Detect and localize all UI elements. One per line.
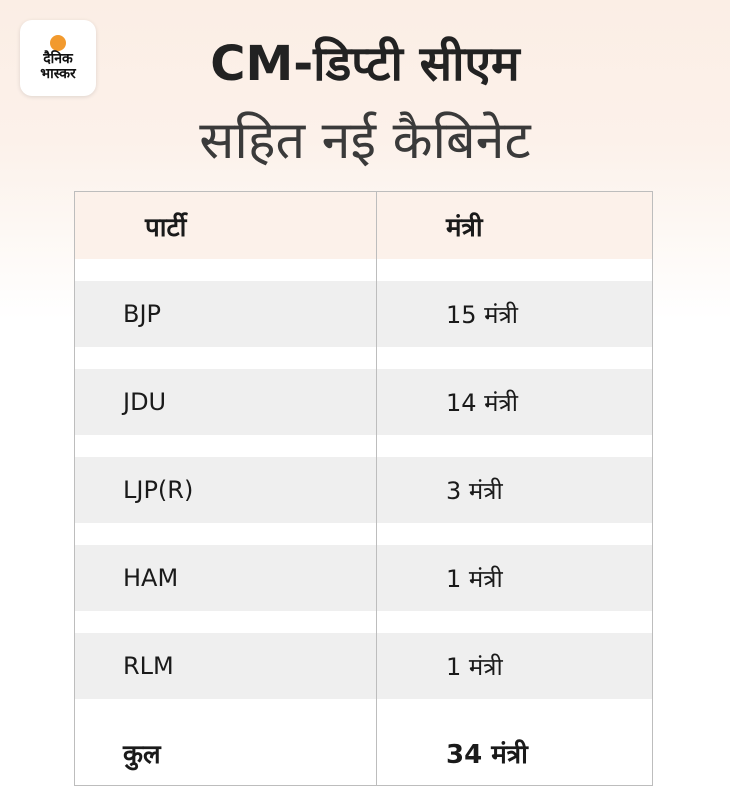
dainik-bhaskar-logo: दैनिक भास्कर	[20, 20, 96, 96]
table-row: HAM 1 मंत्री	[75, 545, 652, 611]
total-label-cell: कुल	[123, 740, 161, 770]
table-row: RLM 1 मंत्री	[75, 633, 652, 699]
sun-dot-icon	[50, 34, 66, 51]
minister-count-cell: 15 मंत्री	[446, 300, 518, 329]
table-row: JDU 14 मंत्री	[75, 369, 652, 435]
total-count-cell: 34 मंत्री	[446, 740, 528, 770]
logo-text-line1: दैनिक	[43, 50, 73, 67]
party-cell: JDU	[123, 388, 167, 416]
column-header-party: पार्टी	[145, 212, 187, 243]
party-cell: BJP	[123, 300, 162, 328]
cabinet-table: पार्टी मंत्री BJP 15 मंत्री JDU 14 मंत्र…	[74, 191, 653, 786]
table-row: LJP(R) 3 मंत्री	[75, 457, 652, 523]
party-cell: LJP(R)	[123, 476, 194, 504]
minister-count-cell: 14 मंत्री	[446, 388, 518, 417]
page-title-line1: CM-डिप्टी सीएम	[210, 36, 520, 92]
logo-text-line2: भास्कर	[40, 65, 76, 82]
minister-count-cell: 1 मंत्री	[446, 652, 503, 681]
column-header-ministers: मंत्री	[446, 212, 483, 243]
column-divider	[376, 192, 377, 785]
party-cell: HAM	[123, 564, 179, 592]
minister-count-cell: 1 मंत्री	[446, 564, 503, 593]
minister-count-cell: 3 मंत्री	[446, 476, 503, 505]
table-header-row: पार्टी मंत्री	[75, 192, 652, 259]
table-row: BJP 15 मंत्री	[75, 281, 652, 347]
page-title-line2: सहित नई कैबिनेट	[199, 111, 531, 171]
party-cell: RLM	[123, 652, 174, 680]
table-total-row: कुल 34 मंत्री	[75, 721, 652, 785]
